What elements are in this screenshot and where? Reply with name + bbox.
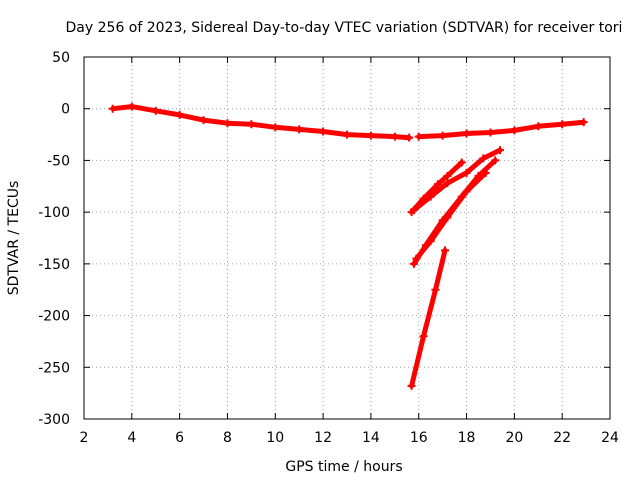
data-point xyxy=(431,285,440,294)
y-tick-label: -50 xyxy=(47,153,70,169)
y-tick-label: -150 xyxy=(38,257,70,273)
data-point xyxy=(247,120,256,129)
data-point xyxy=(496,146,505,155)
data-point xyxy=(579,118,588,127)
x-tick-label: 14 xyxy=(362,430,380,446)
data-point xyxy=(414,132,423,141)
data-point xyxy=(479,154,488,163)
grid-lines xyxy=(84,57,610,419)
series-line-trace-6 xyxy=(413,170,489,262)
data-point xyxy=(405,133,414,142)
series-line-trace-7 xyxy=(409,247,448,389)
x-tick-label: 20 xyxy=(505,430,523,446)
data-point xyxy=(295,125,304,134)
data-point xyxy=(462,129,471,138)
y-tick-label: -100 xyxy=(38,205,70,221)
data-point xyxy=(412,254,421,263)
data-point xyxy=(127,102,136,111)
x-tick-labels: 2 4 6 8 10 12 14 16 18 20 22 24 xyxy=(80,430,619,446)
y-tick-label: -200 xyxy=(38,309,70,325)
y-tick-label: 50 xyxy=(52,50,70,66)
data-point xyxy=(486,128,495,137)
x-tick-label: 22 xyxy=(553,430,571,446)
data-series xyxy=(108,102,588,390)
data-point xyxy=(175,110,184,119)
x-tick-label: 10 xyxy=(266,430,284,446)
y-tick-label: -300 xyxy=(38,412,70,428)
data-point xyxy=(510,126,519,135)
data-point xyxy=(199,116,208,125)
x-tick-label: 16 xyxy=(410,430,428,446)
data-point xyxy=(409,206,418,215)
y-tick-label: 0 xyxy=(61,102,70,118)
data-point xyxy=(534,122,543,131)
data-point xyxy=(343,130,351,139)
plot-frame xyxy=(83,56,611,420)
data-point xyxy=(457,158,466,167)
data-point xyxy=(462,168,471,177)
data-point xyxy=(151,106,160,115)
data-point xyxy=(366,131,375,140)
data-point xyxy=(433,180,442,189)
data-point xyxy=(443,179,452,188)
data-point xyxy=(426,237,435,246)
data-point xyxy=(481,168,490,177)
x-tick-label: 6 xyxy=(175,430,184,446)
y-tick-label: -250 xyxy=(38,360,70,376)
data-point xyxy=(462,187,471,196)
x-tick-label: 18 xyxy=(458,430,476,446)
x-tick-label: 8 xyxy=(223,430,232,446)
data-point xyxy=(409,259,418,268)
x-tick-label: 2 xyxy=(80,430,89,446)
data-point xyxy=(438,131,447,140)
data-point xyxy=(390,132,399,141)
x-tick-label: 12 xyxy=(314,430,332,446)
data-point xyxy=(419,332,428,341)
chart-title: Day 256 of 2023, Sidereal Day-to-day VTE… xyxy=(66,20,623,36)
data-point xyxy=(426,192,435,201)
y-tick-labels: 50 0 -50 -100 -150 -200 -250 -300 xyxy=(38,50,70,428)
data-point xyxy=(491,156,500,165)
y-axis-label: SDTVAR / TECUs xyxy=(6,181,22,296)
data-point xyxy=(443,171,452,180)
data-point xyxy=(108,104,117,113)
data-point xyxy=(223,119,232,128)
series-line-trace-4 xyxy=(411,147,503,213)
data-point xyxy=(558,120,567,129)
x-tick-label: 24 xyxy=(601,430,619,446)
x-tick-label: 4 xyxy=(127,430,136,446)
data-point xyxy=(441,246,450,255)
data-point xyxy=(443,213,452,222)
data-point xyxy=(271,123,280,132)
data-point xyxy=(407,381,416,390)
x-axis-label: GPS time / hours xyxy=(285,459,402,475)
data-point xyxy=(319,127,328,136)
